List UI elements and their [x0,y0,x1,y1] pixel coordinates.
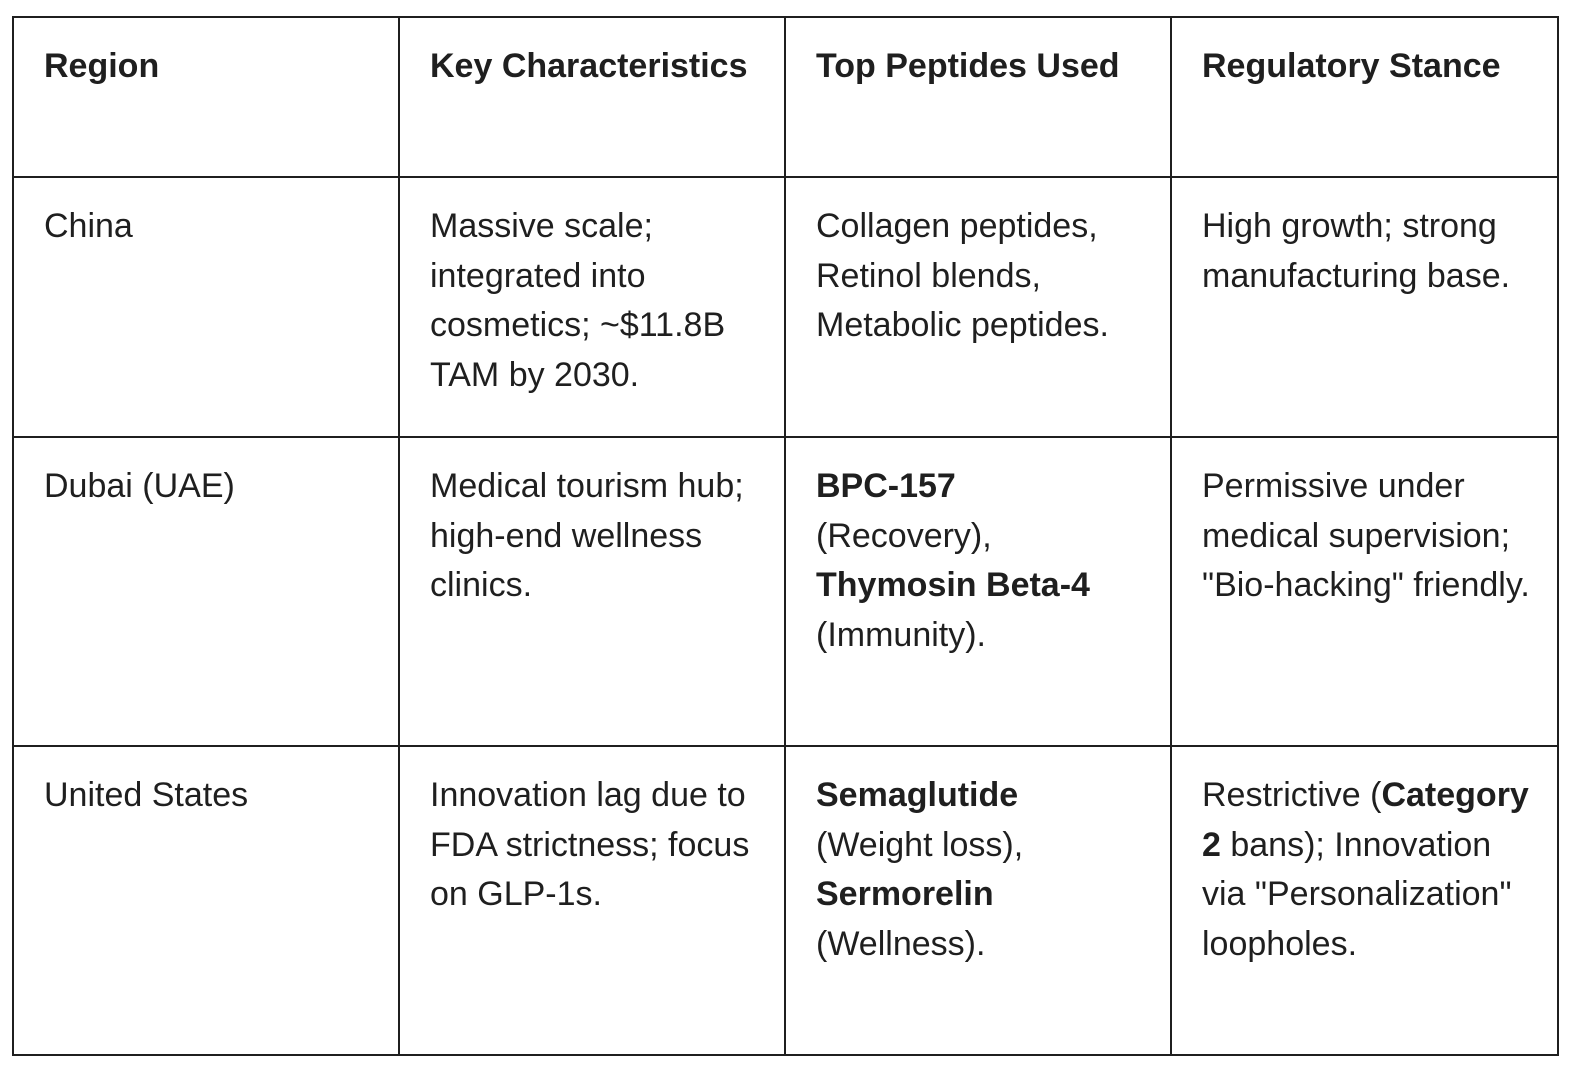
header-region: Region [12,16,400,178]
peptide-note: (Recovery), [816,516,992,555]
header-regulatory-stance: Regulatory Stance [1170,16,1559,178]
regulatory-text: Restrictive ( [1202,776,1382,814]
peptide-note: (Immunity). [816,615,986,654]
regulatory-emphasis: Category 2 [1202,776,1529,864]
peptide-name: BPC-157 [816,467,956,505]
table-row-china: China Massive scale; integrated into cos… [12,176,1559,438]
cell-regulatory: Restrictive (Category 2 bans); Innovatio… [1170,745,1559,1056]
peptide-name: Semaglutide [816,776,1019,814]
table-header-row: Region Key Characteristics Top Peptides … [12,16,1559,178]
cell-region: Dubai (UAE) [12,436,400,747]
regulatory-text: bans); Innovation via "Personalization" … [1202,825,1512,963]
peptide-note: (Wellness). [816,924,986,963]
peptide-name: Thymosin Beta-4 [816,566,1090,605]
table-row-united-states: United States Innovation lag due to FDA … [12,745,1559,1056]
cell-characteristics: Innovation lag due to FDA strictness; fo… [398,745,786,1056]
cell-regulatory: High growth; strong manufacturing base. [1170,176,1559,438]
cell-peptides: Semaglutide (Weight loss), Sermorelin (Well… [784,745,1172,1056]
peptide-note: (Weight loss), [816,825,1024,864]
table-row-dubai: Dubai (UAE) Medical tourism hub; high-en… [12,436,1559,747]
cell-peptides: BPC-157 (Recovery), Thymosin Beta-4 (Immuni… [784,436,1172,747]
cell-region: United States [12,745,400,1056]
cell-characteristics: Medical tourism hub; high-end wellness c… [398,436,786,747]
cell-characteristics: Massive scale; integrated into cosmetics… [398,176,786,438]
peptide-name: Sermorelin [816,875,994,914]
cell-peptides: Collagen peptides, Retinol blends, Metab… [784,176,1172,438]
header-top-peptides: Top Peptides Used [784,16,1172,178]
cell-region: China [12,176,400,438]
cell-regulatory: Permissive under medical supervision; "B… [1170,436,1559,747]
regional-peptides-table: Region Key Characteristics Top Peptides … [12,16,1559,1056]
header-key-characteristics: Key Characteristics [398,16,786,178]
